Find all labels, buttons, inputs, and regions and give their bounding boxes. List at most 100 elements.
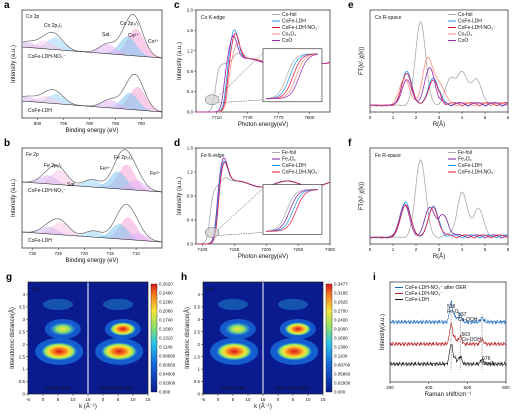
xanes-inset-series-d-3	[266, 189, 318, 232]
xanes-ytick-label-d-3: 1.2	[187, 170, 194, 175]
xanes-xtick-label-c-1: 7740	[243, 115, 254, 120]
wavelet-ytick-label-h-8: 4	[197, 292, 200, 297]
wavelet-peak2-h-1	[284, 322, 311, 336]
wavelet-map-label-g-0: CoFe-LDH	[46, 386, 70, 392]
wavelet-peak1-h-0	[216, 342, 253, 361]
raman-xtick-label-3: 800	[502, 385, 510, 390]
raman-ylabel: Intensity(a.u.)	[380, 314, 386, 350]
xps-peak-b-0-3	[22, 179, 162, 192]
xanes-edge-label-c: Co K-edge	[201, 15, 225, 21]
wavelet-xtick-label-g-0-3: 10	[70, 397, 76, 402]
raman-annot-5: Co-OOH	[462, 337, 482, 343]
legend-label-e-3: Co₃O₄	[458, 32, 472, 38]
xanes-ytick-label-c-1: 0.4	[187, 89, 194, 94]
wavelet-ytick-label-h-7: 3.5	[194, 304, 201, 309]
xps-envelope-a-0	[22, 14, 162, 59]
xanes-inset-d	[262, 184, 323, 235]
xanes-zoom-line-bottom-d	[218, 232, 264, 236]
xps-trace-name-b-0: CoFe-LDH-NO₃⁻	[28, 188, 66, 194]
colorbar-label-h-3: 0.2700	[334, 309, 348, 314]
xps-peak-b-0-4	[22, 169, 162, 192]
xanes-inset-series-c-1	[266, 53, 318, 99]
wavelet-xtick-label-h-0-3: 10	[245, 397, 251, 402]
wavelet-ytick-label-h-5: 2.5	[194, 329, 201, 334]
xps-xtick-label-b-3: 715	[106, 251, 114, 256]
rspace-xtick-label-f-0: 0	[369, 247, 372, 252]
legend-label-i-2: CoFe-LDH	[405, 297, 429, 303]
xps-peak-a-0-1	[22, 36, 162, 58]
legend-label-e-1: CoFe-LDH	[458, 19, 482, 25]
xps-baseline-b-0	[22, 181, 162, 193]
raman-annot-1: Fe-O	[447, 309, 459, 315]
wavelet-ytick-label-g-3: 1.5	[19, 354, 26, 359]
legend-label-c-1: CoFe-LDH	[282, 19, 306, 25]
panel-label-f: f	[348, 138, 352, 149]
wavelet-peak3-g-0	[43, 298, 73, 310]
wavelet-ytick-label-h-3: 1.5	[194, 354, 201, 359]
xps-peak-a-1-1	[22, 93, 162, 112]
xps-annot-b-3: Fe³⁺	[100, 166, 111, 172]
legend-label-e-2: CoFe-LDH-NO₃⁻	[458, 25, 496, 31]
xps-xtick-label-a-1: 795	[60, 121, 68, 126]
xps-xtick-label-b-1: 725	[55, 251, 63, 256]
wavelet-element-h: Fe	[207, 287, 213, 293]
xps-xtick-label-a-0: 800	[34, 121, 42, 126]
wavelet-xtick-label-h-1-4: 15	[320, 397, 326, 402]
wavelet-ytick-label-g-1: 0.5	[19, 379, 26, 384]
xps-annot-b-0: Fe 2p	[26, 152, 39, 158]
rspace-ylabel-f: FT(k²·χ(k))	[359, 182, 365, 210]
wavelet-ytick-label-h-4: 2	[197, 342, 200, 347]
wavelet-ytick-label-h-1: 0.5	[194, 379, 201, 384]
xanes-xtick-label-d-4: 7300	[325, 247, 336, 252]
wavelet-ytick-label-g-7: 3.5	[19, 304, 26, 309]
colorbar-label-g-1: 0.2460	[159, 291, 173, 296]
xps-peak-a-0-3	[22, 37, 162, 58]
xps-ylabel-a: Intensity (a.u.)	[11, 45, 17, 83]
xps-peak-b-1-3	[22, 230, 162, 242]
colorbar-label-h-0: 0.3477	[334, 282, 348, 287]
xps-ylabel-b: Intensity (a.u.)	[11, 179, 17, 217]
raman-series-2	[389, 343, 507, 367]
raman-annot-0: 516	[447, 304, 456, 310]
rspace-xtick-label-f-1: 1	[392, 247, 395, 252]
colorbar-label-g-6: 0.1310	[159, 336, 173, 341]
rspace-series-e-2	[370, 72, 508, 107]
wavelet-ytick-label-g-8: 4	[22, 292, 25, 297]
rspace-xtick-label-e-4: 4	[461, 115, 464, 120]
legend-label-i-1: CoFe-LDH-NO₃⁻	[405, 291, 443, 297]
xps-xtick-label-b-2: 720	[80, 251, 88, 256]
legend-label-d-0: Fe-foil	[282, 150, 296, 156]
wavelet-xtick-label-g-1-4: 15	[145, 397, 151, 402]
xanes-zoom-line-top-d	[217, 188, 264, 230]
raman-series-1	[389, 323, 507, 347]
xanes-xtick-label-d-2: 7200	[261, 247, 272, 252]
wavelet-peak3-h-1	[278, 298, 308, 310]
wavelet-peak3-h-0	[218, 298, 248, 310]
rspace-xtick-label-e-5: 5	[484, 115, 487, 120]
rspace-xtick-label-e-2: 2	[415, 115, 418, 120]
colorbar-label-h-11: 0.02930	[334, 381, 351, 386]
legend-label-f-2: CoFe-LDH	[458, 163, 482, 169]
xanes-zoom-line-bottom-c	[218, 99, 264, 104]
rspace-label-e: Co R-space	[375, 15, 402, 21]
xanes-xtick-label-d-1: 7150	[229, 247, 240, 252]
xanes-inset-series-d-1	[266, 189, 318, 232]
colorbar-h	[325, 283, 333, 393]
raman-frame	[389, 281, 507, 383]
xps-envelope-b-0	[22, 149, 162, 193]
colorbar-label-h-9: 0.08700	[334, 363, 351, 368]
xanes-xlabel-d: Photon energy(eV)	[238, 254, 288, 260]
xps-plot-a	[22, 14, 162, 113]
raman-annot-6: 676	[482, 356, 491, 362]
colorbar-label-h-6: 0.1600	[334, 336, 348, 341]
rspace-series-f-2	[369, 201, 508, 239]
wavelet-map-label-h-0: CoFe-LDH	[221, 386, 245, 392]
xps-peak-a-1-3	[22, 94, 162, 112]
xanes-inset-series-c-4	[266, 53, 318, 100]
xanes-ytick-label-d-2: 0.8	[187, 194, 194, 199]
panel-label-g: g	[6, 272, 12, 283]
wavelet-ytick-label-h-6: 3	[197, 317, 200, 322]
xanes-zoom-line-top-c	[217, 52, 264, 97]
wavelet-ylabel-h: Interatomic distance(Å)	[184, 307, 191, 369]
